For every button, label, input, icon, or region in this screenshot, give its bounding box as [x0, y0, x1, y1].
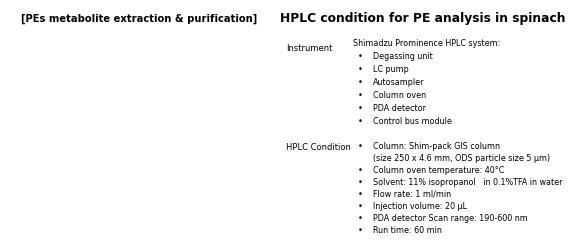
- Text: Autosampler: Autosampler: [373, 78, 424, 87]
- Text: Column oven temperature: 40°C: Column oven temperature: 40°C: [373, 166, 504, 174]
- Text: •: •: [357, 104, 363, 113]
- Text: •: •: [357, 178, 363, 187]
- Text: Instrument: Instrument: [286, 44, 332, 53]
- Text: •: •: [357, 202, 363, 211]
- Text: •: •: [357, 166, 363, 174]
- Text: •: •: [357, 214, 363, 223]
- Text: [PEs metabolite extraction & purification]: [PEs metabolite extraction & purificatio…: [21, 14, 257, 24]
- Text: LC pump: LC pump: [373, 65, 409, 74]
- Text: PDA detector Scan range: 190-600 nm: PDA detector Scan range: 190-600 nm: [373, 214, 528, 223]
- Text: Solvent: 11% isopropanol   in 0.1%TFA in water: Solvent: 11% isopropanol in 0.1%TFA in w…: [373, 178, 562, 187]
- Text: Column oven: Column oven: [373, 91, 426, 100]
- Text: Run time: 60 min: Run time: 60 min: [373, 226, 442, 234]
- Text: HPLC condition for PE analysis in spinach: HPLC condition for PE analysis in spinac…: [280, 12, 566, 25]
- Text: •: •: [357, 190, 363, 199]
- Text: Control bus module: Control bus module: [373, 117, 452, 126]
- Text: Column: Shim-pack GIS column: Column: Shim-pack GIS column: [373, 142, 500, 151]
- Text: •: •: [357, 117, 363, 126]
- Text: PDA detector: PDA detector: [373, 104, 426, 113]
- Text: Injection volume: 20 μL: Injection volume: 20 μL: [373, 202, 467, 211]
- Text: (size 250 x 4.6 mm, ODS particle size 5 μm): (size 250 x 4.6 mm, ODS particle size 5 …: [373, 153, 550, 163]
- Text: •: •: [357, 65, 363, 74]
- Text: •: •: [357, 226, 363, 234]
- Text: •: •: [357, 51, 363, 61]
- Text: •: •: [357, 91, 363, 100]
- Text: HPLC Condition: HPLC Condition: [286, 142, 351, 152]
- Text: Shimadzu Prominence HPLC system:: Shimadzu Prominence HPLC system:: [353, 39, 500, 48]
- Text: •: •: [357, 78, 363, 87]
- Text: Degassing unit: Degassing unit: [373, 51, 433, 61]
- Text: Flow rate: 1 ml/min: Flow rate: 1 ml/min: [373, 190, 451, 199]
- Text: •: •: [357, 142, 363, 151]
